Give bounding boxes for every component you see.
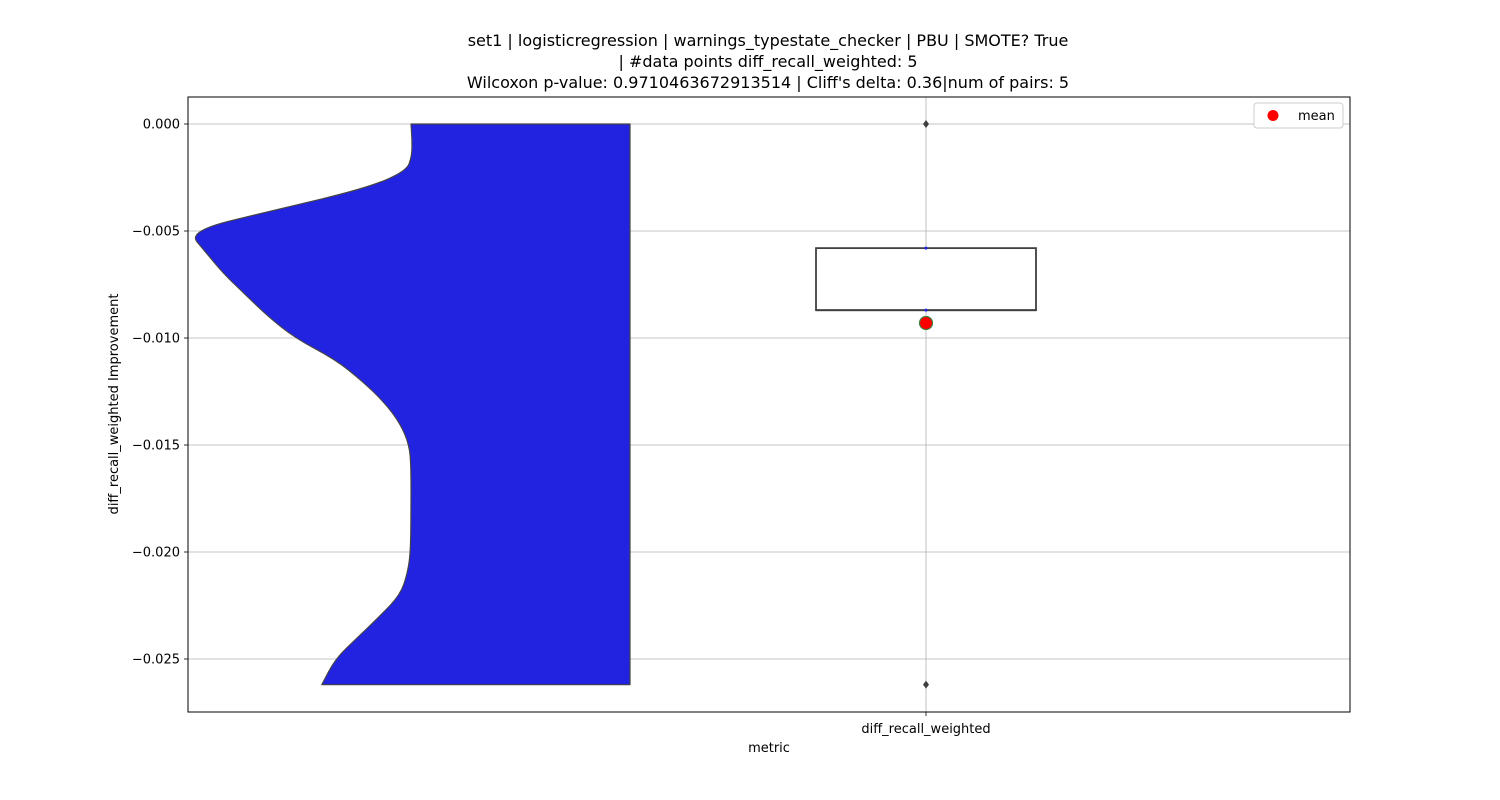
chart-title-line-3: Wilcoxon p-value: 0.9710463672913514 | C…: [466, 73, 1070, 92]
y-tick-label: −0.025: [132, 653, 180, 668]
plot-frame: [187, 96, 1351, 713]
axes: 0.000 −0.005 −0.010 −0.015 −0.020 −0.025 diff_…: [132, 96, 1351, 737]
data-point: [924, 308, 928, 312]
y-tick-label: 0.000: [143, 118, 180, 133]
y-tick-label: −0.005: [132, 225, 180, 240]
data-point: [924, 246, 928, 250]
outlier-marker: [923, 120, 929, 128]
box-iqr: [815, 247, 1037, 312]
legend: mean: [1253, 102, 1344, 129]
x-axis-label: metric: [748, 741, 790, 756]
legend-label-mean: mean: [1298, 109, 1335, 124]
y-tick-label: −0.020: [132, 546, 180, 561]
legend-marker-mean: [1267, 110, 1279, 121]
y-tick-label: −0.010: [132, 332, 180, 347]
x-tick-label: diff_recall_weighted: [861, 722, 990, 737]
y-axis-label: diff_recall_weighted Improvement: [107, 294, 122, 515]
boxplot: [815, 120, 1037, 689]
y-tick-label: −0.015: [132, 439, 180, 454]
violin-shape: [194, 123, 631, 686]
chart-title-line-1: set1 | logisticregression | warnings_typ…: [467, 31, 1069, 50]
chart-title-line-2: | #data points diff_recall_weighted: 5: [618, 52, 918, 71]
mean-marker: [918, 315, 934, 331]
legend-frame: [1253, 102, 1344, 129]
outlier-marker: [923, 680, 929, 689]
